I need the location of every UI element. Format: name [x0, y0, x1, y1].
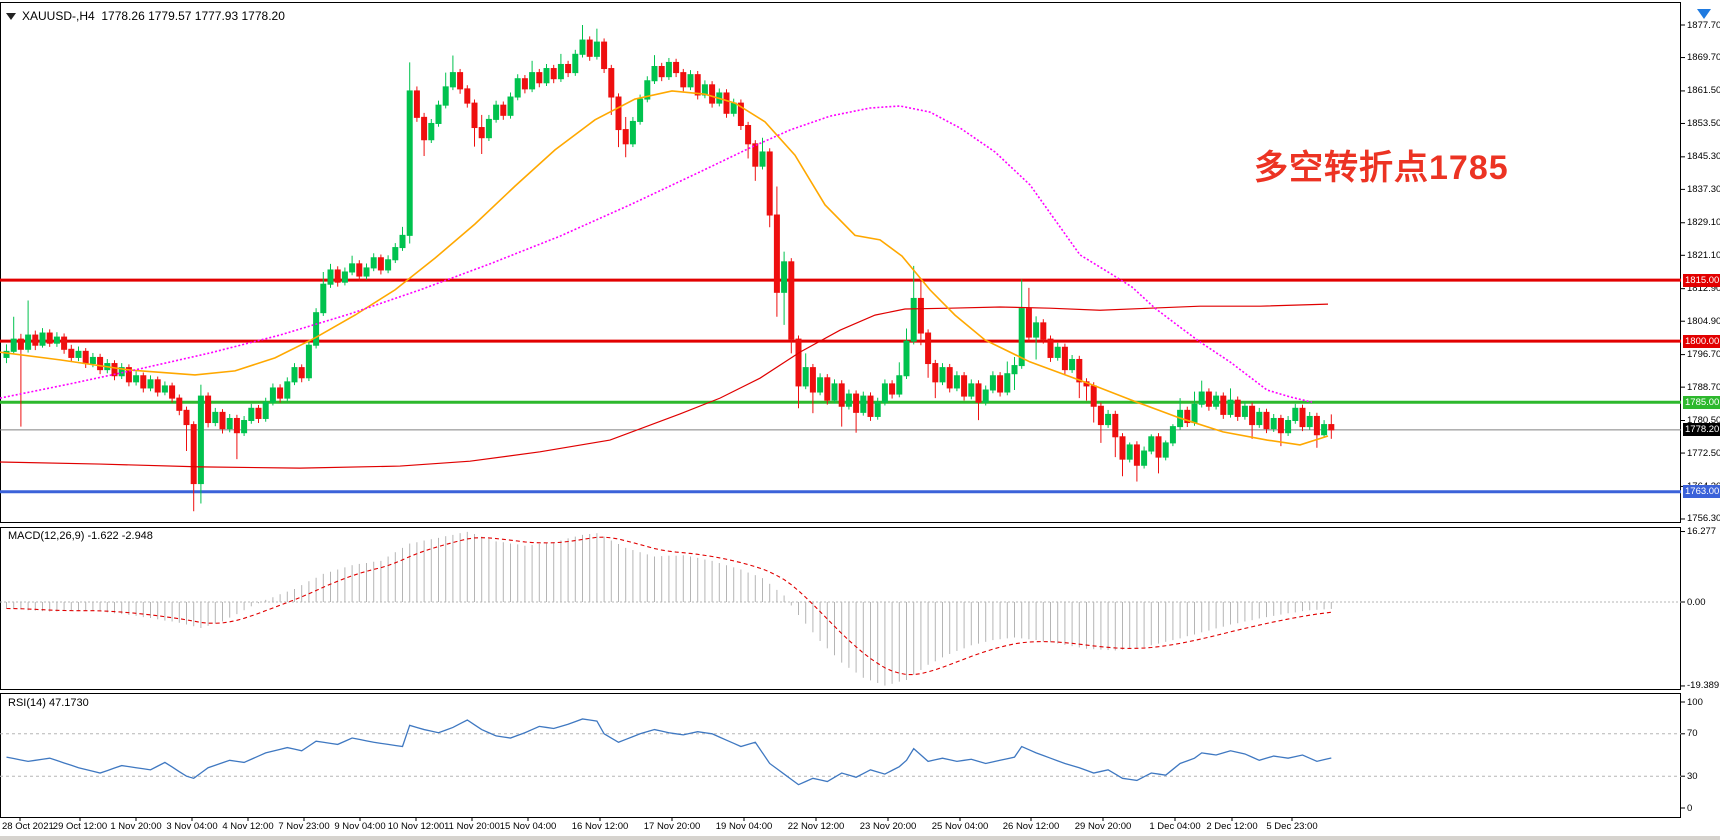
time-label: 29 Nov 20:00 [1074, 821, 1132, 832]
price-tick: 1869.70 [1687, 52, 1720, 64]
hline-price-tag: 1785.00 [1683, 395, 1720, 409]
macd-zero-tick: 0.00 [1687, 596, 1706, 608]
macd-panel[interactable] [0, 531, 1681, 686]
hline-price-tag: 1763.00 [1683, 485, 1720, 499]
symbol-name: XAUUSD-,H4 [22, 9, 95, 23]
time-label: 16 Nov 12:00 [571, 821, 629, 832]
rsi-panel[interactable] [0, 718, 1681, 786]
price-tick: 1821.10 [1687, 249, 1720, 261]
price-tick: 1812.90 [1687, 283, 1720, 295]
time-label: 22 Nov 12:00 [787, 821, 845, 832]
time-label: 11 Nov 20:00 [444, 821, 500, 832]
price-tick: 1780.50 [1687, 415, 1720, 426]
time-label: 23 Nov 20:00 [859, 821, 917, 832]
price-tick: 1845.30 [1687, 151, 1720, 163]
time-label: 15 Nov 04:00 [499, 821, 557, 832]
price-tick: 1861.50 [1687, 85, 1720, 97]
hline-price-tag: 1800.00 [1683, 334, 1720, 348]
time-label: 29 Oct 12:00 [52, 821, 108, 832]
rsi-tick: 0 [1687, 802, 1693, 814]
macd-min-tick: -19.389 [1687, 680, 1720, 692]
time-label: 19 Nov 04:00 [715, 821, 773, 832]
window-bottom-edge [0, 836, 1720, 840]
symbol-dropdown-icon[interactable] [6, 13, 16, 21]
symbol-info: XAUUSD-,H4 1778.26 1779.57 1777.93 1778.… [6, 9, 285, 23]
time-label: 2 Dec 12:00 [1206, 821, 1258, 832]
time-label: 1 Nov 20:00 [110, 821, 162, 832]
price-tick: 1877.70 [1687, 19, 1720, 31]
price-tick: 1853.50 [1687, 117, 1720, 129]
price-tick: 1772.50 [1687, 447, 1720, 459]
time-label: 17 Nov 20:00 [643, 821, 701, 832]
time-label: 1 Dec 04:00 [1149, 821, 1201, 832]
time-label: 7 Nov 23:00 [278, 821, 330, 832]
time-label: 9 Nov 04:00 [334, 821, 386, 832]
symbol-ohlc: 1778.26 1779.57 1777.93 1778.20 [101, 9, 285, 23]
rsi-tick: 30 [1687, 770, 1698, 782]
rsi-tick: 100 [1687, 696, 1703, 708]
time-label: 4 Nov 12:00 [222, 821, 274, 832]
rsi-label: RSI(14) 47.1730 [8, 697, 89, 709]
rsi-tick: 70 [1687, 728, 1698, 740]
time-label: 3 Nov 04:00 [166, 821, 218, 832]
price-tick: 1796.70 [1687, 349, 1720, 361]
price-tick: 1804.90 [1687, 315, 1720, 327]
hline-price-tag: 1815.00 [1683, 273, 1720, 287]
time-label: 10 Nov 12:00 [387, 821, 445, 832]
time-label: 26 Nov 12:00 [1002, 821, 1060, 832]
chart-shift-icon[interactable] [1697, 9, 1711, 19]
macd-label: MACD(12,26,9) -1.622 -2.948 [8, 530, 153, 542]
time-label: 25 Nov 04:00 [931, 821, 989, 832]
current-price-tag: 1778.20 [1683, 423, 1720, 437]
price-tick: 1829.10 [1687, 217, 1720, 229]
price-tick: 1788.70 [1687, 381, 1720, 393]
annotation-text[interactable]: 多空转折点1785 [1254, 149, 1509, 187]
time-label: 28 Oct 2021 [2, 821, 54, 832]
price-tick: 1837.30 [1687, 183, 1720, 195]
macd-max-tick: 16.277 [1687, 526, 1717, 538]
time-label: 5 Dec 23:00 [1266, 821, 1318, 832]
price-tick: 1756.30 [1687, 513, 1720, 525]
